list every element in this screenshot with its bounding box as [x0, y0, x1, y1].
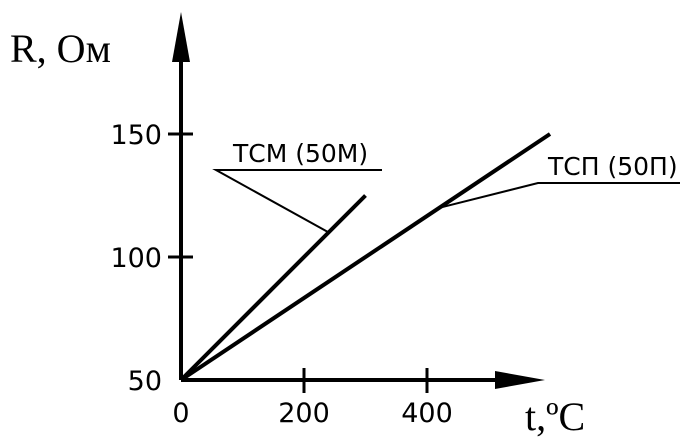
x-axis-arrow [495, 371, 545, 389]
x-axis-title: t,ºC [525, 394, 585, 437]
series-label-0: ТСМ (50М) [232, 139, 368, 168]
x-tick-label: 400 [401, 398, 453, 429]
x-tick-label: 0 [172, 398, 189, 429]
series-labels: ТСМ (50М) ТСП (50П) [212, 139, 680, 234]
series-line-0 [179, 194, 367, 382]
series-line-1 [179, 132, 552, 382]
series [179, 132, 552, 382]
y-axis-title: R, Ом [10, 26, 111, 71]
series-label-leader-1 [439, 182, 680, 209]
y-tick-label: 100 [110, 243, 162, 274]
series-label-1: ТСП (50П) [547, 152, 678, 181]
ticks: 50 100 150 0 200 400 [110, 120, 452, 429]
y-tick-label: 50 [128, 366, 162, 397]
y-axis-arrow [172, 12, 190, 62]
series-label-leader-0 [212, 169, 382, 234]
y-tick-label: 150 [110, 120, 162, 151]
x-tick-label: 200 [278, 398, 330, 429]
